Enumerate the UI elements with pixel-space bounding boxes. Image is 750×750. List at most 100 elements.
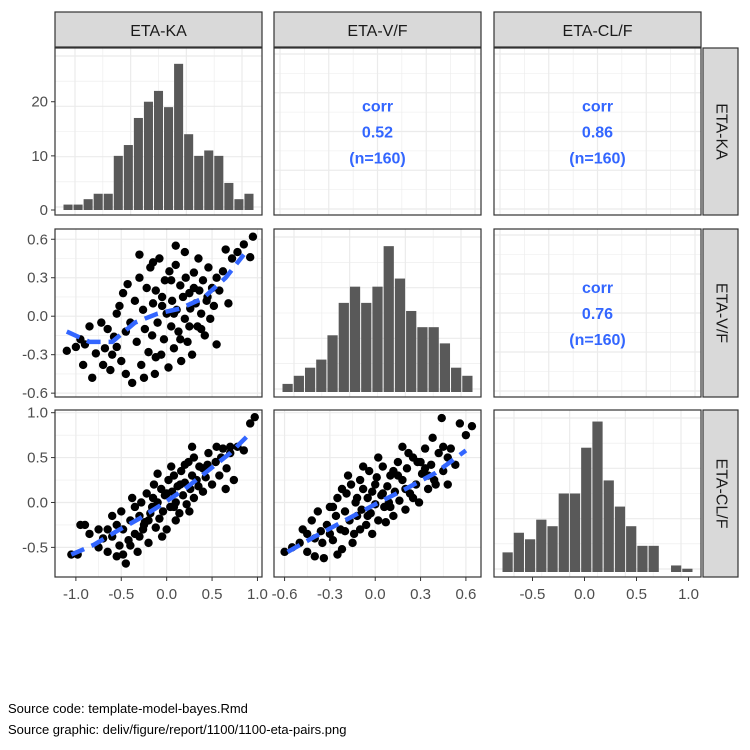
- scatter-point: [187, 442, 197, 452]
- scatter-point: [451, 460, 460, 469]
- scatter-point: [132, 337, 141, 347]
- scatter-point: [206, 314, 215, 323]
- histogram-bar: [244, 193, 254, 210]
- x-tick-label: 0.6: [455, 586, 476, 603]
- histogram-bar: [73, 204, 83, 210]
- scatter-point: [130, 502, 140, 512]
- scatter-point: [383, 482, 392, 491]
- strip-right-0: [702, 47, 739, 216]
- histogram-bar: [671, 565, 682, 572]
- x-tick-label: 0.0: [365, 586, 386, 603]
- scatter-point: [398, 442, 407, 452]
- scatter-point: [408, 493, 418, 503]
- scatter-point: [187, 350, 197, 359]
- scatter-point: [212, 442, 221, 452]
- scatter-point: [176, 335, 185, 344]
- scatter-point: [363, 511, 372, 521]
- scatter-point: [155, 514, 164, 523]
- histogram-bar: [648, 545, 659, 572]
- scatter-point: [148, 493, 158, 503]
- scatter-point: [127, 378, 137, 388]
- y-tick-label: 0.0: [27, 494, 48, 511]
- hist-panel-1-border: [273, 228, 482, 398]
- scatter-point: [164, 363, 173, 372]
- histogram-bar: [603, 480, 614, 572]
- scatter-point: [446, 444, 455, 453]
- scatter-point: [428, 433, 437, 443]
- histogram-bar: [372, 286, 383, 392]
- scatter-point: [318, 538, 327, 548]
- scatter-point: [233, 247, 242, 257]
- x-tick-label: -1.0: [63, 586, 89, 603]
- scatter-point: [207, 480, 217, 489]
- histogram-bar: [204, 150, 214, 210]
- corr-value: 0.76: [582, 306, 613, 323]
- corr-panel-border: [493, 47, 702, 216]
- scatter-point: [357, 505, 366, 514]
- scatter-point: [196, 309, 206, 318]
- corr-panel-border: [273, 47, 482, 216]
- scatter-point: [218, 267, 228, 276]
- scatter-point: [140, 324, 150, 334]
- scatter-point: [144, 347, 153, 357]
- scatter-point: [181, 273, 190, 282]
- histogram-bar: [293, 375, 304, 392]
- scatter-point: [180, 247, 190, 257]
- x-tick-label: 0.0: [574, 586, 595, 603]
- scatter-point: [189, 453, 199, 462]
- scatter-point: [88, 373, 97, 382]
- scatter-point: [139, 373, 149, 382]
- scatter-point: [340, 507, 350, 516]
- scatter-point: [250, 412, 259, 422]
- scatter-point: [455, 419, 465, 428]
- scatter-point: [386, 502, 395, 512]
- source-graphic-caption: Source graphic: deliv/figure/report/1100…: [8, 722, 347, 737]
- scatter-point: [248, 232, 258, 241]
- y-tick-label: 10: [31, 148, 48, 165]
- scatter-point: [467, 421, 477, 431]
- corr-title: corr: [362, 99, 393, 116]
- histogram-bar: [581, 447, 592, 572]
- y-tick-label: 0: [40, 202, 48, 219]
- histogram-bar: [637, 545, 648, 572]
- scatter-point: [204, 263, 213, 272]
- y-tick-label: -0.5: [22, 539, 48, 556]
- scatter-point: [355, 475, 365, 485]
- scatter-point: [71, 342, 81, 352]
- scatter-point: [402, 464, 412, 473]
- corr-n: (n=160): [569, 332, 625, 349]
- scatter-point: [171, 516, 180, 525]
- scatter-point: [121, 559, 131, 568]
- scatter-point: [404, 448, 413, 458]
- scatter-point: [395, 496, 404, 505]
- scatter-panel-bg: [55, 410, 262, 577]
- scatter-point: [200, 331, 210, 340]
- y-tick-label: 0.6: [27, 231, 48, 248]
- scatter-point: [319, 553, 329, 563]
- histogram-bar: [502, 552, 513, 572]
- x-tick-label: -0.5: [520, 586, 546, 603]
- strip-top-label: ETA-KA: [130, 23, 187, 40]
- scatter-point: [443, 480, 452, 489]
- scatter-point: [107, 511, 117, 521]
- scatter-point: [155, 254, 164, 263]
- scatter-point: [103, 525, 112, 534]
- histogram-bar: [103, 193, 113, 210]
- scatter-point: [167, 462, 176, 471]
- scatter-point: [222, 464, 231, 473]
- histogram-bar: [558, 493, 569, 572]
- scatter-point: [130, 296, 140, 306]
- x-tick-label: -0.5: [108, 586, 134, 603]
- scatter-point: [118, 550, 128, 559]
- histogram-bar: [234, 199, 244, 210]
- scatter-point: [78, 360, 88, 370]
- scatter-point: [107, 350, 117, 359]
- scatter-point: [180, 460, 190, 469]
- scatter-point: [361, 520, 371, 530]
- histogram-bar: [428, 327, 439, 392]
- scatter-point: [133, 547, 142, 557]
- histogram-bar: [626, 526, 637, 572]
- histogram-bar: [153, 90, 164, 210]
- scatter-point: [280, 547, 289, 557]
